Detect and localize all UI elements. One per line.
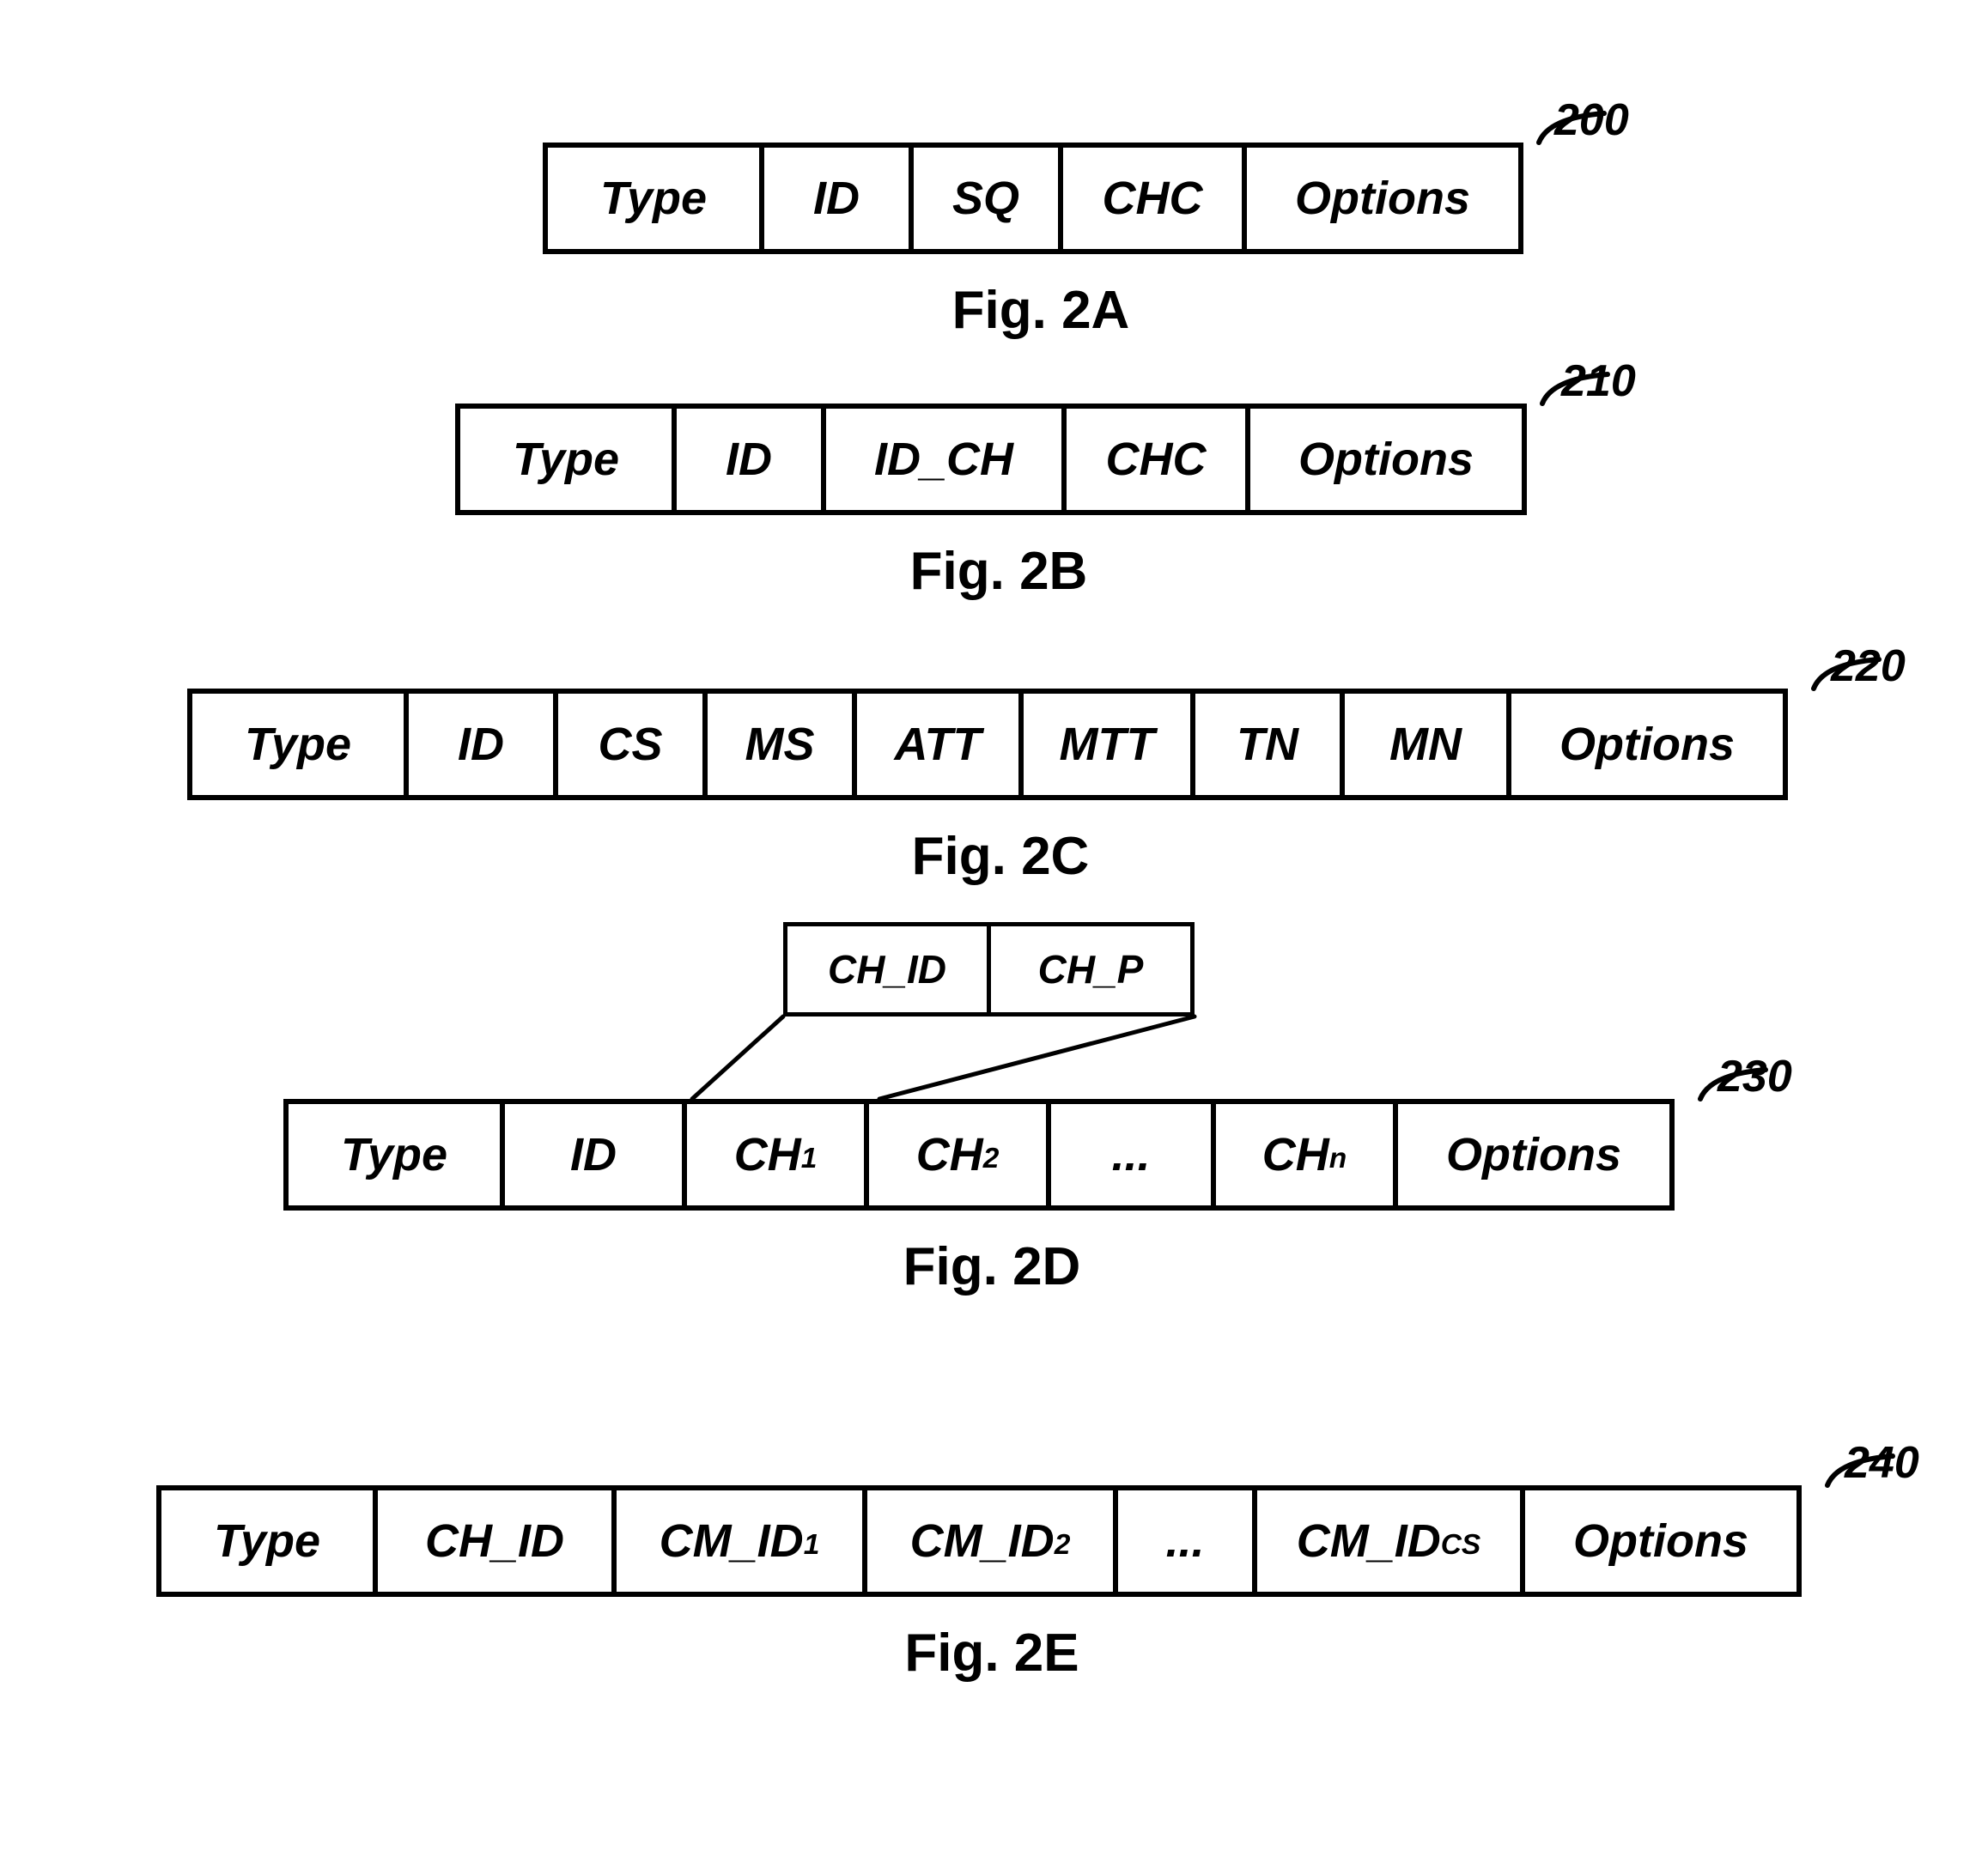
fig2b-cell-options: Options <box>1245 404 1527 515</box>
fig2c-cell-mn: MN <box>1340 689 1511 800</box>
fig2a-row: Type ID SQ CHC Options <box>543 143 1523 254</box>
fig2b-caption: Fig. 2B <box>455 541 1542 602</box>
fig2a-cell-type: Type <box>543 143 764 254</box>
fig2a-ref-arc <box>1499 74 1644 182</box>
fig2d-connector-right <box>878 1016 1195 1100</box>
fig2a-cell-id: ID <box>759 143 914 254</box>
fig2e-cell-chid: CH_ID <box>373 1485 617 1597</box>
fig2d-cell-id: ID <box>500 1099 687 1211</box>
fig2d-cell-ch2: CH2 <box>864 1099 1051 1211</box>
fig2c-cell-att: ATT <box>852 689 1024 800</box>
fig2a-caption: Fig. 2A <box>543 280 1539 341</box>
fig2e-row: Type CH_ID CM_ID1 CM_ID2 ... CM_IDCS Opt… <box>156 1485 1802 1597</box>
fig2d-cell-ch1: CH1 <box>682 1099 869 1211</box>
fig2a-cell-options: Options <box>1242 143 1523 254</box>
fig2b-cell-chc: CHC <box>1061 404 1250 515</box>
fig2d-caption: Fig. 2D <box>283 1236 1700 1297</box>
fig2e-cell-ellipsis: ... <box>1113 1485 1257 1597</box>
fig2d-cell-options: Options <box>1393 1099 1675 1211</box>
fig2d-ref-arc <box>1661 1030 1805 1138</box>
fig2d-sub-cell-chid: CH_ID <box>783 922 991 1017</box>
fig2c-cell-mtt: MTT <box>1018 689 1195 800</box>
fig2c-caption: Fig. 2C <box>187 826 1814 887</box>
fig2d-connector-left <box>691 1016 784 1100</box>
fig2a-cell-chc: CHC <box>1058 143 1247 254</box>
fig2b-cell-idch: ID_CH <box>821 404 1067 515</box>
fig2a-cell-sq: SQ <box>909 143 1063 254</box>
fig2e-cell-options: Options <box>1520 1485 1802 1597</box>
fig2d-sub-cell-chp: CH_P <box>987 922 1195 1017</box>
fig2c-cell-ms: MS <box>702 689 857 800</box>
fig2b-cell-type: Type <box>455 404 677 515</box>
fig2c-row: Type ID CS MS ATT MTT TN MN Options <box>187 689 1788 800</box>
fig2d-cell-type: Type <box>283 1099 505 1211</box>
fig2c-cell-tn: TN <box>1190 689 1345 800</box>
fig2b-row: Type ID ID_CH CHC Options <box>455 404 1527 515</box>
fig2e-cell-cmid2: CM_ID2 <box>862 1485 1118 1597</box>
fig2c-cell-cs: CS <box>553 689 708 800</box>
fig2d-row: Type ID CH1 CH2 ... CHn Options <box>283 1099 1675 1211</box>
fig2c-ref-arc <box>1774 620 1918 728</box>
fig2d-cell-ellipsis: ... <box>1046 1099 1216 1211</box>
fig2e-caption: Fig. 2E <box>156 1623 1827 1684</box>
fig2c-cell-id: ID <box>404 689 558 800</box>
fig2e-cell-cmid1: CM_ID1 <box>611 1485 867 1597</box>
fig2c-cell-options: Options <box>1506 689 1788 800</box>
fig2c-cell-type: Type <box>187 689 409 800</box>
fig2e-ref-arc <box>1788 1417 1932 1525</box>
fig2d-cell-chn: CHn <box>1211 1099 1398 1211</box>
fig2b-cell-id: ID <box>672 404 826 515</box>
fig2d-sub-row: CH_ID CH_P <box>783 922 1195 1017</box>
fig2b-ref-arc <box>1503 335 1647 443</box>
fig2e-cell-type: Type <box>156 1485 378 1597</box>
fig2e-cell-cmidcs: CM_IDCS <box>1252 1485 1525 1597</box>
